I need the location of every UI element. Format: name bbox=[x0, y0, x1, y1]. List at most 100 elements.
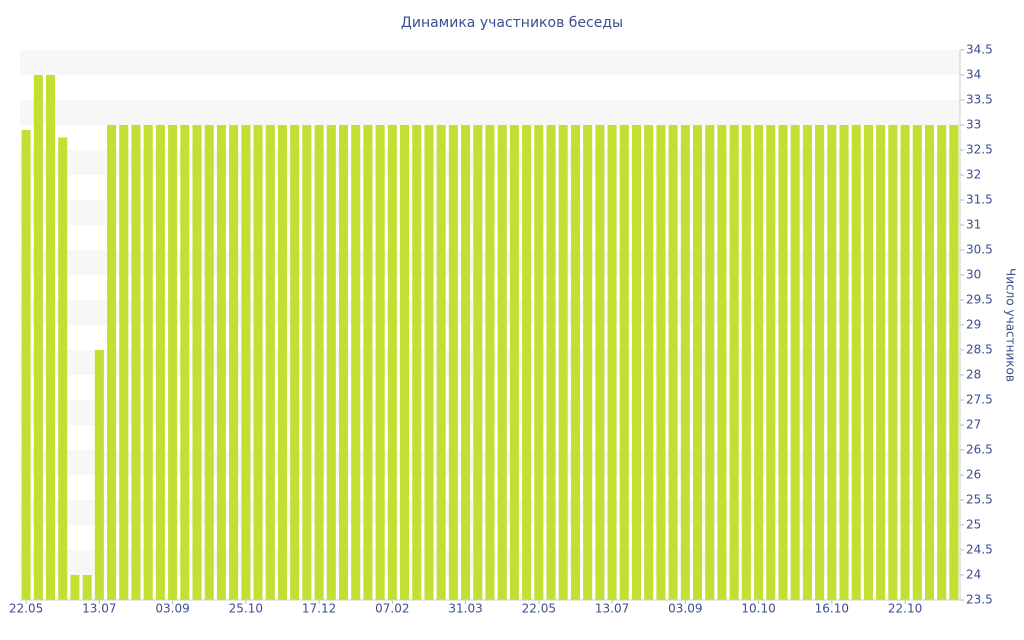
bar bbox=[448, 125, 458, 600]
y-tick-label: 30 bbox=[966, 268, 981, 282]
bar bbox=[790, 125, 800, 600]
bar bbox=[888, 125, 898, 600]
bar bbox=[583, 125, 593, 600]
bar bbox=[253, 125, 263, 600]
y-tick-label: 24.5 bbox=[966, 543, 993, 557]
bar bbox=[107, 125, 117, 600]
bar bbox=[693, 125, 703, 600]
bar bbox=[680, 125, 690, 600]
x-tick-label: 03.09 bbox=[668, 602, 702, 616]
bar bbox=[937, 125, 947, 600]
x-tick-label: 07.02 bbox=[375, 602, 409, 616]
y-tick-label: 33 bbox=[966, 118, 981, 132]
y-tick-label: 24 bbox=[966, 568, 981, 582]
bar bbox=[424, 125, 434, 600]
bar bbox=[900, 125, 910, 600]
bar bbox=[802, 125, 812, 600]
bar bbox=[58, 137, 68, 600]
bar bbox=[375, 125, 385, 600]
y-tick-label: 33.5 bbox=[966, 93, 993, 107]
bar bbox=[326, 125, 336, 600]
y-tick-label: 28.5 bbox=[966, 343, 993, 357]
bar bbox=[46, 75, 56, 600]
bar bbox=[204, 125, 214, 600]
y-tick-label: 26.5 bbox=[966, 443, 993, 457]
bar bbox=[839, 125, 849, 600]
bar bbox=[229, 125, 239, 600]
x-tick-label: 13.07 bbox=[595, 602, 629, 616]
y-tick-label: 27.5 bbox=[966, 393, 993, 407]
x-tick-label: 03.09 bbox=[155, 602, 189, 616]
y-tick-label: 34 bbox=[966, 68, 981, 82]
bar bbox=[265, 125, 275, 600]
bar bbox=[705, 125, 715, 600]
bar bbox=[656, 125, 666, 600]
y-tick-label: 27 bbox=[966, 418, 981, 432]
bar bbox=[644, 125, 654, 600]
y-tick-label: 23.5 bbox=[966, 593, 993, 607]
chart-title: Динамика участников беседы bbox=[401, 15, 623, 31]
y-tick-label: 31.5 bbox=[966, 193, 993, 207]
x-tick-label: 22.05 bbox=[9, 602, 43, 616]
y-tick-label: 34.5 bbox=[966, 43, 993, 57]
bar bbox=[436, 125, 446, 600]
bar bbox=[277, 125, 287, 600]
x-tick-label: 17.12 bbox=[302, 602, 336, 616]
y-tick-label: 26 bbox=[966, 468, 981, 482]
y-tick-label: 29 bbox=[966, 318, 981, 332]
bar bbox=[558, 125, 568, 600]
y-tick-label: 25.5 bbox=[966, 493, 993, 507]
bar bbox=[754, 125, 764, 600]
y-axis-title: Число участников bbox=[1004, 268, 1018, 382]
grid-band bbox=[20, 100, 960, 125]
bar bbox=[82, 575, 92, 600]
bar bbox=[363, 125, 373, 600]
bar bbox=[400, 125, 410, 600]
bar bbox=[192, 125, 202, 600]
bar bbox=[119, 125, 129, 600]
bar bbox=[619, 125, 629, 600]
bar bbox=[570, 125, 580, 600]
bar bbox=[94, 350, 104, 600]
bar bbox=[180, 125, 190, 600]
bar bbox=[461, 125, 471, 600]
bar bbox=[497, 125, 507, 600]
bar bbox=[924, 125, 934, 600]
bar bbox=[851, 125, 861, 600]
x-tick-label: 25.10 bbox=[229, 602, 263, 616]
bar bbox=[876, 125, 886, 600]
bar bbox=[595, 125, 605, 600]
x-tick-label: 10.10 bbox=[741, 602, 775, 616]
bar bbox=[168, 125, 178, 600]
bar bbox=[216, 125, 226, 600]
bar bbox=[766, 125, 776, 600]
bar bbox=[387, 125, 397, 600]
bar bbox=[509, 125, 519, 600]
bar bbox=[729, 125, 739, 600]
y-tick-label: 30.5 bbox=[966, 243, 993, 257]
y-tick-label: 31 bbox=[966, 218, 981, 232]
bar bbox=[290, 125, 300, 600]
bar bbox=[827, 125, 837, 600]
x-tick-label: 16.10 bbox=[815, 602, 849, 616]
bar bbox=[949, 125, 959, 600]
x-tick-label: 13.07 bbox=[82, 602, 116, 616]
bar bbox=[741, 125, 751, 600]
bar bbox=[302, 125, 312, 600]
bar bbox=[70, 575, 80, 600]
x-tick-label: 22.05 bbox=[522, 602, 556, 616]
x-tick-label: 22.10 bbox=[888, 602, 922, 616]
bar bbox=[912, 125, 922, 600]
bar bbox=[717, 125, 727, 600]
bar bbox=[668, 125, 678, 600]
bar bbox=[21, 130, 31, 600]
bar bbox=[338, 125, 349, 600]
bar bbox=[863, 125, 873, 600]
y-tick-label: 32.5 bbox=[966, 143, 993, 157]
bar bbox=[143, 125, 153, 600]
bar bbox=[473, 125, 483, 600]
bar bbox=[241, 125, 251, 600]
bar bbox=[534, 125, 544, 600]
x-tick-label: 31.03 bbox=[448, 602, 482, 616]
